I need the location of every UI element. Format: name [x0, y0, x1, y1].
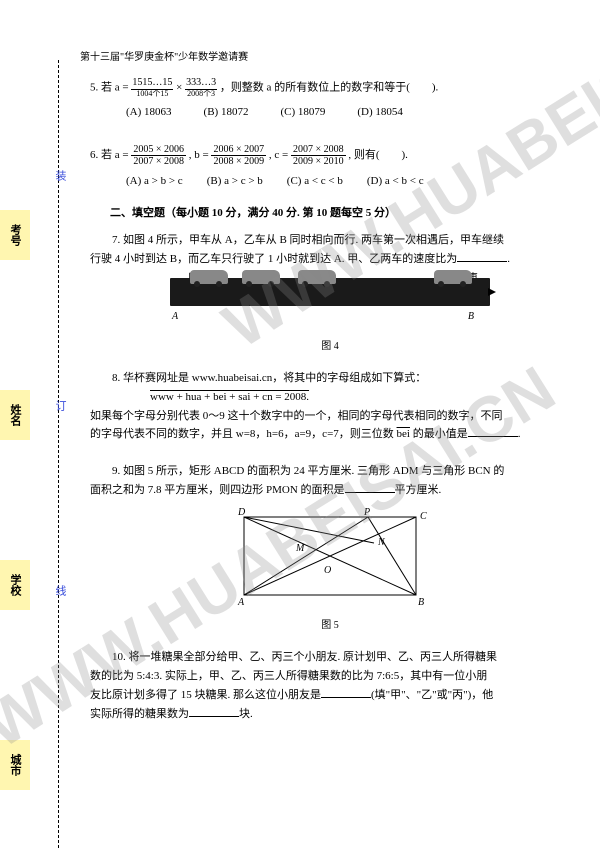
tab-examno: 考号: [0, 210, 30, 260]
figure-5: D P C M N O A B: [220, 505, 440, 615]
q5-opt-d: (D) 18054: [357, 103, 403, 122]
q5-opt-b: (B) 18072: [204, 103, 249, 122]
q10-l1: 10. 将一堆糖果全部分给甲、乙、丙三个小朋友. 原计划甲、乙、丙三人所得糖果: [90, 648, 570, 667]
q9-line2: 面积之和为 7.8 平方厘米，则四边形 PMON 的面积是平方厘米.: [90, 481, 570, 500]
lbl-O: O: [324, 565, 331, 576]
lbl-N: N: [377, 537, 386, 548]
q10-blank1: [321, 686, 371, 698]
q9-line1: 9. 如图 5 所示，矩形 ABCD 的面积为 24 平方厘米. 三角形 ADM…: [90, 462, 570, 481]
question-5: 5. 若 a = 1515…151004个15 × 333…32008个3 ，则…: [90, 78, 570, 122]
q5-opt-a: (A) 18063: [126, 103, 172, 122]
car-icon: [190, 270, 228, 284]
tab-school: 学校: [0, 560, 30, 610]
question-9: 9. 如图 5 所示，矩形 ABCD 的面积为 24 平方厘米. 三角形 ADM…: [90, 462, 570, 634]
fig5-caption: 图 5: [90, 617, 570, 634]
q8-line1: 8. 华杯赛网址是 www.huabeisai.cn，将其中的字母组成如下算式：: [90, 369, 570, 388]
question-10: 10. 将一堆糖果全部分给甲、乙、丙三个小朋友. 原计划甲、乙、丙三人所得糖果 …: [90, 648, 570, 723]
page-header: 第十三届"华罗庚金杯"少年数学邀请赛: [80, 48, 248, 63]
q6-opt-c: (C) a < c < b: [287, 172, 343, 191]
q10-l4: 实际所得的糖果数为块.: [90, 705, 570, 724]
binding-sidebar: 考号 姓名 学校 城市 装 订 线: [0, 0, 68, 848]
q8-line2b: 的字母代表不同的数字，并且 w=8，h=6，a=9，c=7，则三位数 bei 的…: [90, 425, 570, 444]
q6-opt-a: (A) a > b > c: [126, 172, 183, 191]
lbl-P: P: [363, 507, 370, 518]
figure-4-road: [170, 278, 490, 306]
main-content: 5. 若 a = 1515…151004个15 × 333…32008个3 ，则…: [90, 78, 570, 737]
q5-opt-c: (C) 18079: [280, 103, 325, 122]
bind-char-zhuang: 装: [52, 170, 68, 181]
q8-blank: [468, 425, 518, 437]
q6-frac-b: 2006 × 20072008 × 2009: [211, 144, 266, 167]
question-6: 6. 若 a = 2005 × 20062007 × 2008 , b = 20…: [90, 144, 570, 191]
lbl-A: A: [237, 597, 245, 608]
bind-char-ding: 订: [52, 400, 68, 411]
q6-frac-a: 2005 × 20062007 × 2008: [131, 144, 186, 167]
section-2-title: 二、填空题（每小题 10 分，满分 40 分. 第 10 题每空 5 分）: [110, 204, 570, 223]
lbl-D: D: [237, 507, 246, 518]
q7-line2: 行驶 4 小时到达 B，而乙车只行驶了 1 小时就到达 A. 甲、乙两车的速度比…: [90, 250, 570, 269]
fig4-label-a: A: [172, 308, 178, 325]
q7-blank: [457, 250, 507, 262]
q5-u2: 333…32008个3: [185, 78, 217, 98]
q6-opt-d: (D) a < b < c: [367, 172, 424, 191]
q10-l3: 友比原计划多得了 15 块糖果. 那么这位小朋友是(填"甲"、"乙"或"丙")，…: [90, 686, 570, 705]
lbl-C: C: [420, 511, 427, 522]
q6-tail: , 则有( ).: [348, 149, 408, 161]
q5-tail: ，则整数 a 的所有数位上的数字和等于( ).: [220, 81, 438, 93]
q7-line1: 7. 如图 4 所示，甲车从 A，乙车从 B 同时相向而行. 两车第一次相遇后，…: [90, 231, 570, 250]
question-7: 7. 如图 4 所示，甲车从 A，乙车从 B 同时相向而行. 两车第一次相遇后，…: [90, 231, 570, 355]
car-icon: [298, 270, 336, 284]
car-icon: [242, 270, 280, 284]
q6-frac-c: 2007 × 20082009 × 2010: [291, 144, 346, 167]
tab-city: 城市: [0, 740, 30, 790]
lbl-M: M: [295, 543, 305, 554]
fig4-label-b: B: [468, 308, 474, 325]
bind-char-xian: 线: [52, 585, 68, 596]
q10-blank2: [189, 705, 239, 717]
q9-blank: [345, 481, 395, 493]
q6-opt-b: (B) a > c > b: [207, 172, 263, 191]
q10-l2: 数的比为 5:4:3. 实际上，甲、乙、丙三人所得糖果数的比为 7:6:5，其中…: [90, 667, 570, 686]
q5-u1: 1515…151004个15: [131, 78, 173, 98]
car-icon: [434, 270, 472, 284]
lbl-B: B: [418, 597, 424, 608]
fig4-caption: 图 4: [90, 338, 570, 355]
q5-lead: 5. 若 a =: [90, 81, 131, 93]
q8-line2a: 如果每个字母分别代表 0～9 这十个数字中的一个，相同的字母代表相同的数字，不同: [90, 407, 570, 426]
q8-equation: www + hua + bei + sai + cn = 2008.: [150, 388, 570, 407]
question-8: 8. 华杯赛网址是 www.huabeisai.cn，将其中的字母组成如下算式：…: [90, 369, 570, 444]
tab-name: 姓名: [0, 390, 30, 440]
q6-lead: 6. 若 a =: [90, 149, 131, 161]
